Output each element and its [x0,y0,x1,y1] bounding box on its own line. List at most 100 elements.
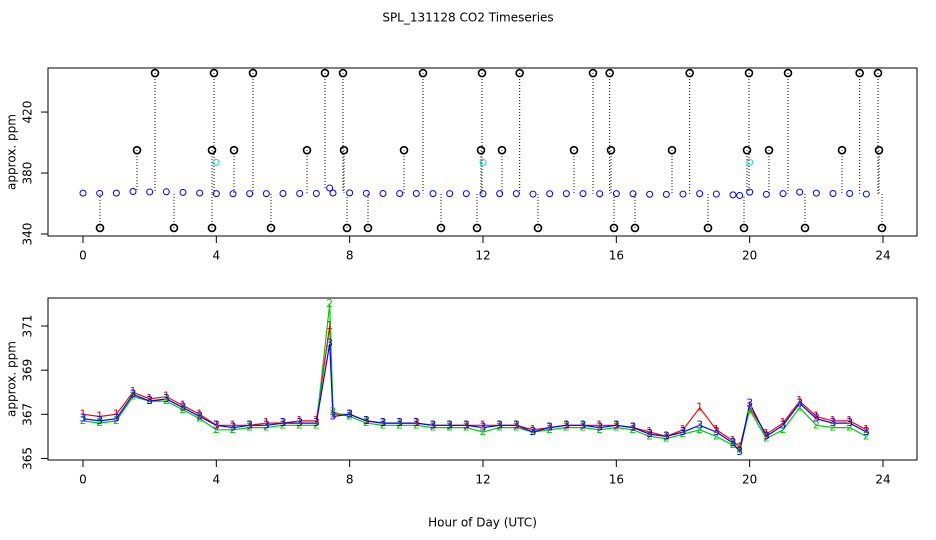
point-marker: 2 [513,421,520,434]
y-tick-label: 340 [21,223,35,246]
point-marker: 3 [746,396,753,409]
point-marker: 1 [596,418,603,431]
point-marker: 3 [280,416,287,429]
point [739,223,749,233]
point-marker: 2 [780,423,787,436]
point [436,223,446,233]
point-marker: 3 [313,416,320,429]
point [412,189,420,197]
point-marker: 2 [846,421,853,434]
point-marker: 2 [446,421,453,434]
point-marker: 2 [363,416,370,429]
point [630,223,640,233]
point [606,145,616,155]
point-marker: 3 [213,418,220,431]
point-marker: 3 [130,387,137,400]
point-marker: 2 [563,421,570,434]
point [446,190,454,198]
x-tick-label: 4 [213,473,221,487]
point [363,223,373,233]
x-tick-label: 8 [346,249,354,263]
point [779,190,787,198]
y-tick-label: 367 [21,403,35,426]
point-marker: 3 [680,425,687,438]
x-tick-label: 24 [875,473,890,487]
point-marker: 2 [863,429,870,442]
point [362,189,370,197]
point-marker: 1 [746,401,753,414]
point-marker: 3 [846,416,853,429]
point [546,190,554,198]
point-marker: 2 [96,416,103,429]
point-marker: 2 [530,425,537,438]
point [209,68,219,78]
point-marker: 1 [446,418,453,431]
point [95,223,105,233]
point [479,190,487,198]
point-marker: 1 [230,418,237,431]
point-marker: 1 [730,434,737,447]
point-marker: 1 [646,425,653,438]
point [696,190,704,198]
point-marker: 2 [246,421,253,434]
point [496,190,504,198]
point [342,223,352,233]
point-marker: 2 [463,421,470,434]
point [212,190,220,198]
point-marker: 1 [513,418,520,431]
point-marker: 3 [663,429,670,442]
point [379,189,387,197]
point [150,68,160,78]
point [515,68,524,78]
point-marker: 1 [463,418,470,431]
y-tick-label: 380 [21,162,35,185]
point-marker: 1 [780,416,787,429]
point [302,145,312,155]
x-tick-label: 20 [742,473,757,487]
x-tick-label: 16 [609,473,624,487]
point [662,190,670,198]
point [179,188,187,196]
point-marker: 2 [796,401,803,414]
point-marker: 1 [196,407,203,420]
point [339,145,349,155]
point-marker: 3 [696,418,703,431]
point-marker: 1 [580,418,587,431]
point-marker: 1 [413,416,420,429]
point-marker: 3 [480,421,487,434]
point-marker: 3 [146,394,153,407]
point-marker: 3 [446,418,453,431]
point-marker: 1 [246,418,253,431]
point [212,158,220,166]
point [112,189,120,197]
point-marker: 2 [680,427,687,440]
point-marker: 2 [396,418,403,431]
point-marker: 2 [113,414,120,427]
point [462,190,470,198]
x-tick-label: 8 [346,473,354,487]
point [476,145,486,155]
point-marker: 1 [696,401,703,414]
x-axis-label: Hour of Day (UTC) [428,516,537,530]
point-marker: 1 [863,423,870,436]
series-line [82,303,867,451]
point [312,189,320,197]
point [800,223,810,233]
point-marker: 3 [736,445,743,458]
point [326,184,334,192]
point [744,68,754,78]
point-marker: 3 [396,416,403,429]
point [129,187,137,195]
point [248,68,258,78]
point [320,68,330,78]
point-marker: 3 [813,412,820,425]
point-marker: 1 [680,423,687,436]
point [207,145,217,155]
point [764,145,774,155]
point-marker: 2 [546,423,553,436]
point-marker: 2 [696,423,703,436]
point-marker: 3 [613,418,620,431]
y-axis-label: approx. ppm [5,114,19,190]
point [169,223,179,233]
